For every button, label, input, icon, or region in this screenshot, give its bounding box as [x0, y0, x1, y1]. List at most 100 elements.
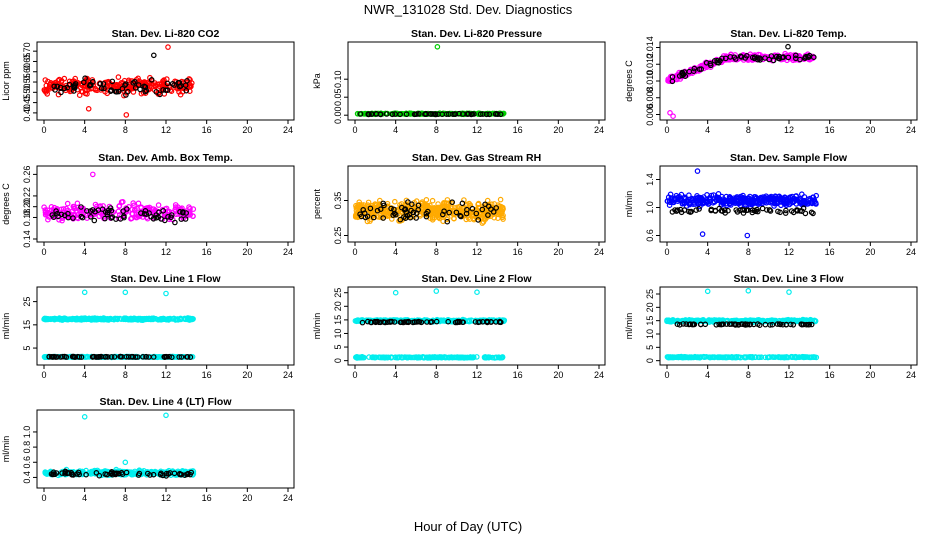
data-point [475, 217, 482, 223]
data-point [427, 319, 434, 326]
data-point [732, 322, 739, 328]
data-point [76, 92, 83, 99]
y-tick-label: 0.70 [22, 42, 32, 60]
data-point [785, 54, 792, 61]
data-point [176, 354, 183, 360]
data-point [732, 56, 739, 62]
data-point [70, 215, 76, 221]
y-tick-label: 0.05 [333, 88, 343, 106]
x-tick-label: 24 [594, 370, 604, 380]
series-black [359, 318, 504, 326]
y-tick-label: 10 [333, 328, 343, 338]
y-tick-label: 0.45 [22, 94, 32, 112]
data-point [354, 354, 361, 360]
data-point [693, 207, 700, 213]
y-tick-label: 10 [645, 329, 655, 339]
data-point [131, 207, 138, 214]
data-point [373, 318, 380, 325]
data-point [680, 317, 687, 324]
data-point [58, 89, 64, 96]
data-point [674, 321, 681, 328]
data-point [112, 315, 118, 322]
data-point [372, 354, 378, 361]
data-point [782, 210, 789, 216]
panel-title: Stan. Dev. Line 3 Flow [733, 273, 844, 285]
y-tick-label: 0.65 [22, 53, 32, 71]
data-point [769, 321, 776, 328]
data-point [183, 87, 190, 94]
data-point [491, 214, 498, 221]
data-point [129, 210, 135, 217]
y-tick-label: 0.22 [22, 187, 32, 205]
x-tick-label: 4 [705, 247, 710, 257]
data-point [176, 89, 182, 95]
x-tick-label: 24 [594, 247, 604, 257]
data-point [90, 78, 96, 85]
x-tick-label: 0 [41, 493, 46, 503]
plot-frame [36, 286, 295, 366]
data-point [469, 213, 476, 219]
data-point [112, 88, 119, 95]
data-point [177, 470, 183, 477]
data-point [457, 354, 464, 361]
data-point [435, 354, 441, 361]
data-point [69, 353, 76, 360]
data-point [410, 209, 417, 216]
data-point [413, 111, 420, 117]
data-point [68, 88, 75, 94]
series-black [669, 52, 817, 85]
outlier-point [704, 288, 711, 295]
y-tick-label: 1.0 [645, 201, 655, 214]
panel-8: Stan. Dev. Line 2 Flow ml/min 0 4 8 12 16 20 24 0… [312, 273, 606, 380]
data-point [783, 207, 789, 214]
data-point [678, 191, 685, 198]
outlier-point [85, 106, 92, 112]
data-point [56, 217, 62, 223]
data-point [140, 353, 146, 360]
data-point [99, 206, 106, 213]
data-point [158, 81, 165, 87]
data-point [102, 209, 109, 215]
data-point [377, 206, 384, 213]
data-point [493, 111, 500, 117]
y-tick-label: 0.18 [22, 209, 32, 227]
data-point [129, 354, 136, 360]
data-point [762, 321, 769, 328]
data-point [407, 214, 414, 221]
data-point [380, 200, 387, 207]
data-point [382, 354, 389, 361]
data-point [88, 214, 94, 220]
data-point [428, 208, 435, 215]
data-point [711, 57, 718, 64]
data-point [45, 216, 51, 223]
y-axis-label: degrees C [624, 60, 634, 102]
data-point [109, 78, 116, 85]
series-black [669, 205, 816, 217]
data-point [109, 471, 116, 478]
series-black [357, 110, 504, 118]
data-point [449, 199, 456, 206]
data-point [158, 216, 164, 222]
y-tick-label: 20 [645, 302, 655, 312]
outlier-point [392, 289, 399, 296]
series-cyan-low [352, 353, 506, 361]
y-tick-label: 0 [333, 358, 343, 363]
data-point [49, 315, 56, 322]
data-point [44, 91, 51, 97]
data-points [665, 43, 817, 119]
data-point [669, 78, 676, 85]
data-point [81, 79, 87, 86]
data-point [123, 469, 130, 476]
data-point [724, 354, 731, 361]
x-tick-label: 4 [82, 125, 87, 135]
data-point [770, 195, 776, 202]
data-point [697, 321, 704, 328]
data-points [664, 288, 820, 361]
data-point [392, 111, 398, 117]
data-point [146, 315, 152, 322]
data-point [776, 53, 783, 60]
data-point [472, 319, 479, 325]
data-point [41, 204, 47, 211]
data-point [734, 209, 741, 215]
y-tick-label: 1.4 [645, 173, 655, 186]
